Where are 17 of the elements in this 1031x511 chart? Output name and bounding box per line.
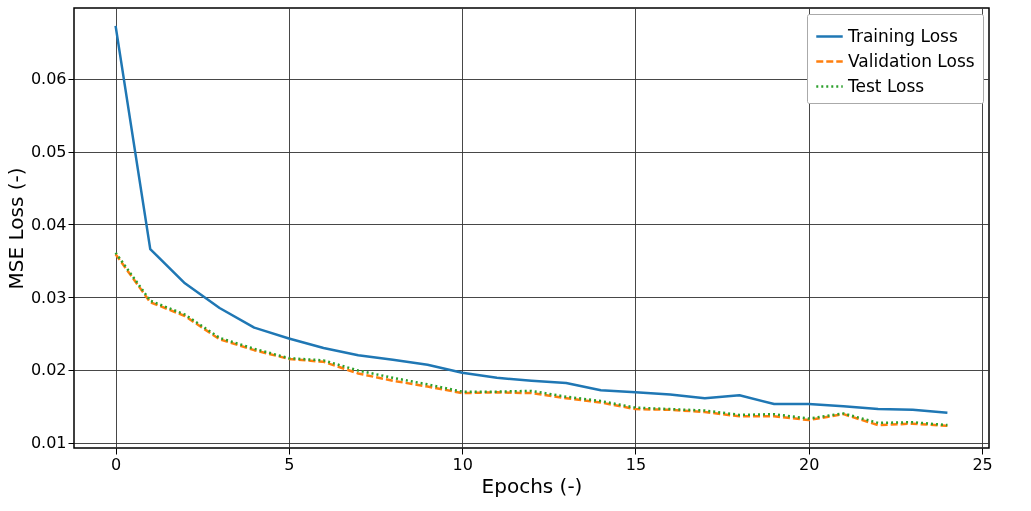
y-tick-label: 0.01 xyxy=(30,433,67,453)
y-axis-title: MSE Loss (-) xyxy=(3,167,28,290)
y-tick-label: 0.06 xyxy=(30,69,67,89)
legend-label: Validation Loss xyxy=(848,50,975,71)
x-axis-title: Epochs (-) xyxy=(481,473,583,498)
x-tick-label: 20 xyxy=(799,454,820,474)
x-tick-label: 25 xyxy=(972,454,993,474)
x-tick-label: 10 xyxy=(452,454,473,474)
legend-label: Training Loss xyxy=(847,25,958,46)
x-tick-label: 15 xyxy=(625,454,647,474)
x-tick-label: 5 xyxy=(284,454,295,474)
y-tick-label: 0.05 xyxy=(30,142,67,162)
y-tick-label: 0.02 xyxy=(30,360,67,380)
y-tick-label: 0.03 xyxy=(30,287,67,307)
y-tick-label: 0.04 xyxy=(30,214,67,234)
x-tick-label: 0 xyxy=(111,454,122,474)
legend-label: Test Loss xyxy=(847,75,925,96)
